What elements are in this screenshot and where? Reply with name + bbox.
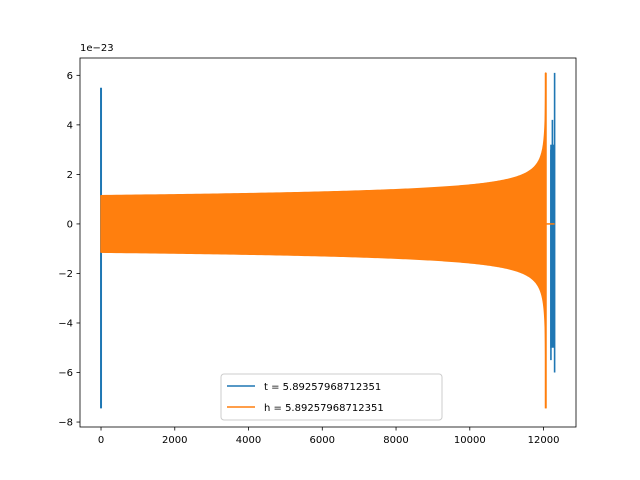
y-offset-label: 1e−23	[80, 43, 114, 54]
x-tick-label: 8000	[383, 435, 408, 446]
y-tick-label: 6	[67, 71, 73, 82]
plot-area	[100, 72, 556, 409]
axes-frame	[79, 57, 577, 428]
series-t-ringdown	[550, 144, 555, 348]
x-tick-label: 2000	[162, 435, 187, 446]
y-tick-label: −2	[58, 269, 73, 280]
legend-label-t: t = 5.89257968712351	[264, 382, 381, 393]
x-tick-label: 12000	[528, 435, 560, 446]
y-tick-label: 4	[67, 120, 73, 131]
legend-box	[220, 373, 443, 421]
x-tick-label: 6000	[310, 435, 335, 446]
y-tick-label: −6	[58, 368, 73, 379]
x-tick-label: 0	[98, 435, 104, 446]
y-tick-label: 2	[67, 170, 73, 181]
x-tick-label: 4000	[236, 435, 261, 446]
y-axis: 6 4 2 0 −2 −4 −6 −8	[58, 71, 80, 429]
x-axis: 0 2000 4000 6000 8000 10000 12000	[98, 427, 560, 446]
y-tick-label: −8	[58, 418, 73, 429]
x-tick-label: 10000	[454, 435, 486, 446]
y-tick-label: 0	[67, 219, 73, 230]
y-tick-label: −4	[58, 318, 73, 329]
legend: t = 5.89257968712351 h = 5.8925796871235…	[220, 373, 443, 421]
legend-label-h: h = 5.89257968712351	[264, 403, 384, 414]
